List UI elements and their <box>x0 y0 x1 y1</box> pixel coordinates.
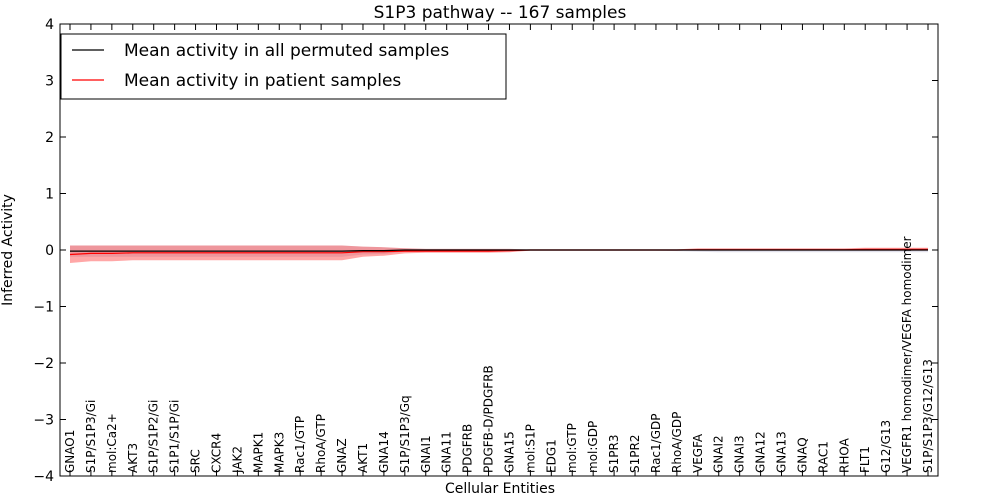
legend-label-permuted: Mean activity in all permuted samples <box>124 41 449 61</box>
category-label: MAPK3 <box>272 432 286 473</box>
category-labels: GNAO1 S1P/S1P3/Gi mol:Ca2+ AKT3 S1P/S1P2/Gi S… <box>63 236 935 474</box>
category-label: EDG1 <box>544 439 558 473</box>
y-tick-label: 0 <box>45 243 54 259</box>
category-label: VEGFA <box>691 433 705 473</box>
category-label: RhoA/GTP <box>314 414 328 473</box>
y-tick-label: −3 <box>33 413 54 429</box>
category-label: Rac1/GDP <box>649 414 663 473</box>
y-tick-label: −4 <box>33 469 54 485</box>
category-label: S1P1/S1P/Gi <box>168 400 182 473</box>
y-tick-label: 2 <box>45 130 54 146</box>
y-axis-label: Inferred Activity <box>0 194 16 306</box>
category-label: GNA13 <box>775 431 789 473</box>
category-label: SRC <box>189 449 203 473</box>
category-label: GNAZ <box>335 438 349 473</box>
legend: Mean activity in all permuted samples Me… <box>60 33 507 100</box>
category-label: GNA12 <box>754 431 768 473</box>
line-permuted <box>70 249 928 252</box>
band-permuted <box>70 245 928 257</box>
series-lines <box>69 248 928 256</box>
chart-title: S1P3 pathway -- 167 samples <box>374 3 627 23</box>
category-label: mol:Ca2+ <box>105 413 119 473</box>
category-label: S1P/S1P3/Gi <box>84 400 98 473</box>
y-tick-label: 4 <box>45 17 54 33</box>
category-label: RAC1 <box>816 441 830 473</box>
category-label: VEGFR1 homodimer/VEGFA homodimer <box>900 236 914 473</box>
category-label: GNAI3 <box>733 435 747 473</box>
category-label: Rac1/GTP <box>293 416 307 473</box>
category-label: PDGFB-D/PDGFRB <box>482 365 496 473</box>
y-tick-label: −2 <box>33 356 54 372</box>
category-label: mol:GDP <box>586 421 600 473</box>
category-label: GNAI2 <box>712 435 726 473</box>
legend-label-patient: Mean activity in patient samples <box>124 71 401 91</box>
category-label: GNA15 <box>503 431 517 473</box>
category-label: PDGFRB <box>461 424 475 473</box>
category-label: mol:GTP <box>565 423 579 473</box>
category-label: GNA14 <box>377 431 391 473</box>
category-label: GNAO1 <box>63 430 77 473</box>
category-label: RHOA <box>837 437 851 473</box>
y-axis-ticks: 4 3 2 1 0 −1 −2 −3 −4 <box>33 17 938 485</box>
category-label: mol:S1P <box>523 424 537 473</box>
category-label: MAPK1 <box>251 432 265 473</box>
legend-box <box>60 33 507 100</box>
category-label: S1PR3 <box>607 435 621 473</box>
category-label: G12/G13 <box>879 420 893 473</box>
category-label: GNAQ <box>795 437 809 473</box>
category-label: JAK2 <box>230 446 244 474</box>
y-tick-label: 3 <box>45 74 54 90</box>
x-axis-label: Cellular Entities <box>445 481 555 497</box>
category-label: RhoA/GDP <box>670 412 684 473</box>
category-label: CXCR4 <box>210 433 224 473</box>
category-label: S1PR2 <box>628 435 642 473</box>
category-label: S1P/S1P2/Gi <box>147 400 161 473</box>
category-label: GNAI1 <box>419 435 433 473</box>
y-tick-label: 1 <box>45 187 54 203</box>
category-label: GNA11 <box>440 431 454 473</box>
x-axis-ticks <box>69 24 929 476</box>
category-label: AKT1 <box>356 443 370 473</box>
category-label: S1P/S1P3/Gq <box>398 395 412 473</box>
category-label: AKT3 <box>126 443 140 473</box>
category-label: FLT1 <box>858 446 872 473</box>
category-label: S1P/S1P3/G12/G13 <box>921 359 935 473</box>
y-tick-label: −1 <box>33 300 54 316</box>
